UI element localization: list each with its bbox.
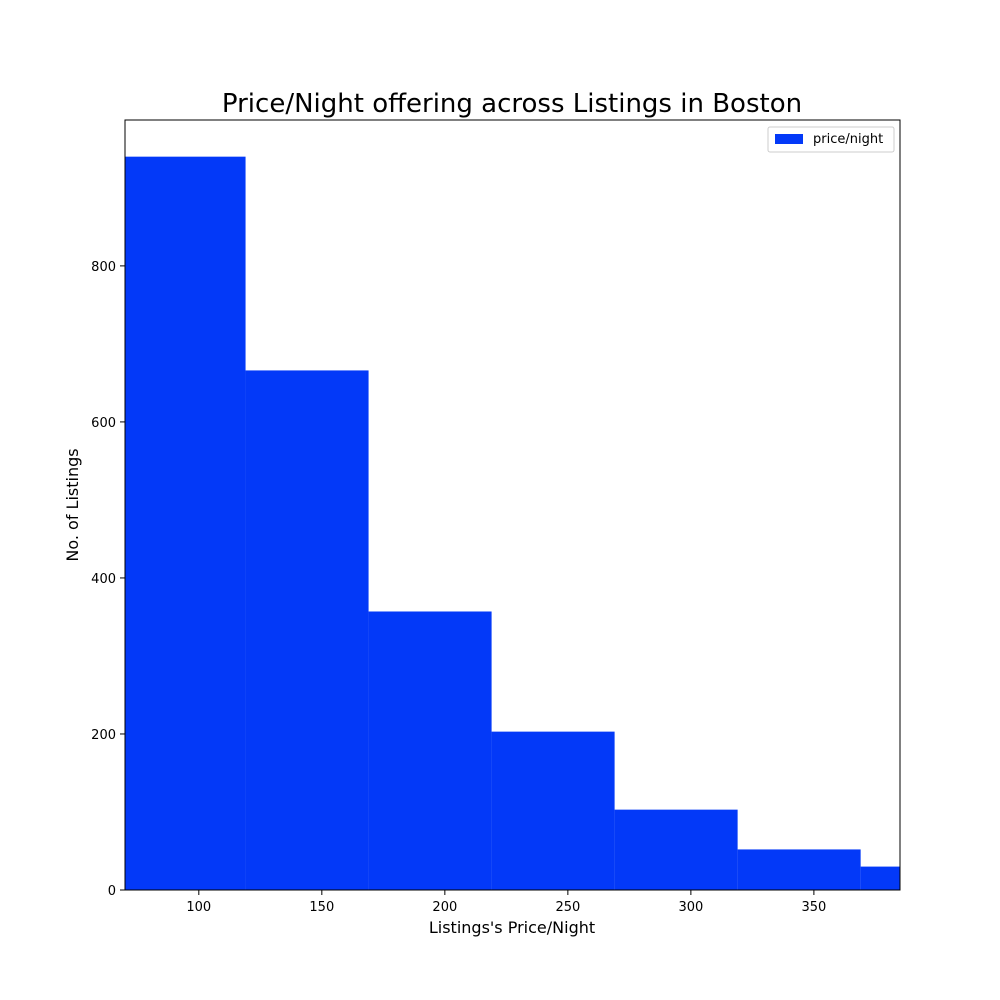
x-axis-ticks: 100 150 200 250 300 350: [186, 890, 826, 915]
histogram-bar-7: [860, 866, 900, 890]
y-axis-label: No. of Listings: [63, 448, 82, 561]
y-tick-label: 600: [91, 416, 116, 431]
bars-group: [125, 156, 900, 890]
y-tick-label: 800: [91, 260, 116, 275]
x-tick-label: 100: [186, 900, 211, 915]
histogram-bar-4: [491, 731, 615, 890]
chart-title: Price/Night offering across Listings in …: [222, 89, 802, 119]
legend: price/night: [767, 126, 895, 153]
y-axis-ticks: 0 200 400 600 800: [91, 260, 125, 899]
x-tick-label: 250: [555, 900, 580, 915]
histogram-bar-6: [737, 849, 861, 890]
histogram-bar-5: [614, 809, 738, 890]
y-tick-label: 400: [91, 572, 116, 587]
x-tick-label: 200: [432, 900, 457, 915]
histogram-bar-1: [125, 156, 246, 890]
legend-label: price/night: [813, 132, 883, 147]
histogram-bar-3: [368, 611, 492, 890]
histogram-bar-2: [245, 370, 369, 890]
plot-frame: [124, 119, 901, 891]
x-axis-label: Listings's Price/Night: [429, 918, 595, 937]
y-tick-label: 0: [108, 884, 116, 899]
x-tick-label: 150: [309, 900, 334, 915]
legend-box: [767, 126, 895, 153]
y-tick-label: 200: [91, 728, 116, 743]
x-tick-label: 350: [801, 900, 826, 915]
legend-swatch: [775, 134, 803, 144]
x-tick-label: 300: [678, 900, 703, 915]
